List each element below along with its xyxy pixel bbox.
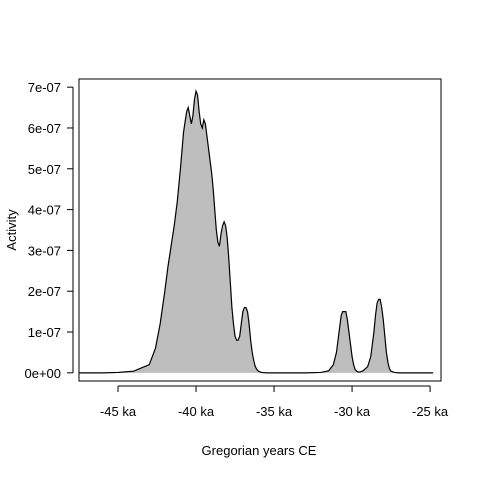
x-tick-label: -45 ka: [100, 404, 137, 419]
y-tick-label: 1e-07: [28, 325, 61, 340]
y-tick-label: 5e-07: [28, 162, 61, 177]
plot-area: [79, 89, 434, 374]
x-tick-label: -25 ka: [412, 404, 449, 419]
x-tick-label: -30 ka: [334, 404, 371, 419]
y-tick-label: 7e-07: [28, 80, 61, 95]
plot-frame: [78, 78, 442, 382]
y-tick-label: 4e-07: [28, 203, 61, 218]
y-axis: 0e+00 1e-07 2e-07 3e-07 4e-07 5e-07 6e-07 7e-07: [24, 80, 74, 381]
x-axis: -45 ka -40 ka -35 ka -30 ka -25 ka: [100, 385, 449, 419]
y-tick-label: 0e+00: [24, 366, 61, 381]
x-tick-label: -35 ka: [256, 404, 293, 419]
y-tick-label: 6e-07: [28, 121, 61, 136]
x-axis-label: Gregorian years CE: [202, 443, 317, 458]
x-tick-label: -40 ka: [178, 404, 215, 419]
y-tick-label: 2e-07: [28, 284, 61, 299]
y-tick-label: 3e-07: [28, 243, 61, 258]
series-area-0: [79, 91, 434, 373]
series-line-0: [79, 89, 434, 374]
y-axis-label: Activity: [4, 209, 19, 251]
